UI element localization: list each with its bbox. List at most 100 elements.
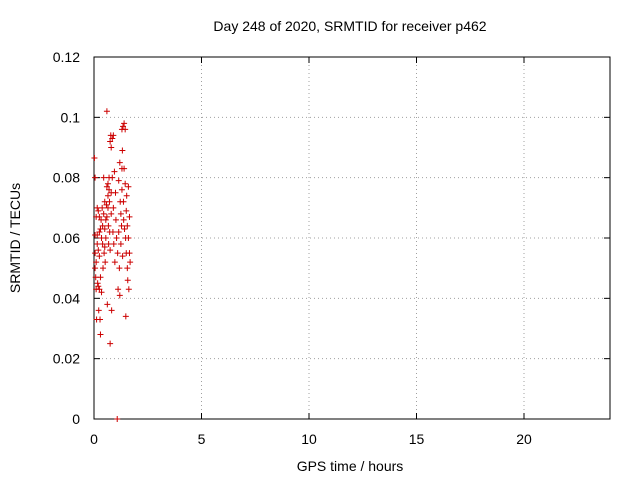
y-axis-label: SRMTID / TECUs	[7, 183, 23, 293]
data-point	[92, 250, 99, 257]
data-point	[124, 265, 131, 272]
data-point	[92, 265, 99, 272]
y-tick-label: 0.1	[61, 109, 81, 125]
data-point	[103, 183, 110, 190]
data-point	[115, 177, 122, 184]
data-point	[121, 120, 128, 127]
data-point	[124, 222, 131, 229]
y-tick-label: 0.08	[53, 170, 80, 186]
data-point	[109, 174, 116, 181]
data-point	[115, 286, 122, 293]
data-point	[96, 213, 103, 220]
data-point	[125, 286, 132, 293]
y-tick-label: 0.06	[53, 230, 80, 246]
data-point	[122, 180, 129, 187]
data-point	[109, 228, 116, 235]
data-point	[101, 250, 108, 257]
data-point	[108, 144, 115, 151]
data-point	[103, 213, 110, 220]
data-point	[121, 165, 128, 172]
data-point	[105, 241, 112, 248]
data-point	[95, 307, 102, 314]
data-point	[104, 192, 111, 199]
data-point	[120, 216, 127, 223]
grid	[94, 57, 610, 419]
data-point	[121, 225, 128, 232]
data-point	[117, 210, 124, 217]
data-point	[112, 216, 119, 223]
data-point	[104, 180, 111, 187]
data-point	[99, 241, 106, 248]
data-point	[101, 244, 108, 251]
data-point	[93, 259, 100, 266]
data-point	[95, 207, 102, 214]
data-point	[92, 174, 99, 181]
data-point	[116, 292, 123, 299]
data-point	[104, 204, 111, 211]
y-tick-label: 0.12	[53, 49, 80, 65]
data-point	[118, 186, 125, 193]
data-point	[97, 316, 104, 323]
data-point	[107, 340, 114, 347]
data-point	[96, 286, 103, 293]
data-point	[96, 228, 103, 235]
data-point	[115, 228, 122, 235]
x-tick-label: 0	[90, 431, 98, 447]
data-point	[100, 210, 107, 217]
data-point	[106, 186, 113, 193]
data-point	[108, 210, 115, 217]
data-point	[102, 259, 109, 266]
data-point	[91, 155, 98, 162]
data-point	[96, 253, 103, 260]
data-point	[107, 247, 114, 254]
y-tick-label: 0.04	[53, 290, 80, 306]
data-point	[118, 222, 125, 229]
y-tick-label: 0.02	[53, 351, 80, 367]
data-point	[100, 174, 107, 181]
data-point	[100, 265, 107, 272]
scatter-series	[91, 108, 134, 422]
data-point	[95, 247, 102, 254]
data-point	[127, 259, 134, 266]
plot-frame	[93, 56, 611, 420]
data-point	[123, 207, 130, 214]
data-point	[112, 189, 119, 196]
chart-title: Day 248 of 2020, SRMTID for receiver p46…	[213, 18, 486, 34]
data-point	[111, 168, 118, 175]
data-point	[102, 216, 109, 223]
data-point	[120, 123, 127, 130]
data-point	[99, 204, 106, 211]
data-point	[116, 159, 123, 166]
data-point	[119, 147, 126, 154]
data-point	[110, 132, 117, 139]
data-point	[94, 241, 101, 248]
data-point	[97, 331, 104, 338]
x-axis: 0 5 10 15 20	[90, 57, 532, 447]
x-tick-label: 20	[516, 431, 532, 447]
data-point	[95, 283, 102, 290]
data-point	[103, 108, 110, 115]
data-point	[126, 213, 133, 220]
data-point	[111, 259, 118, 266]
data-point	[104, 301, 111, 308]
data-point	[94, 280, 101, 287]
data-point	[109, 135, 116, 142]
data-point	[97, 274, 104, 281]
data-point	[125, 183, 132, 190]
x-tick-label: 5	[198, 431, 206, 447]
data-point	[105, 222, 112, 229]
data-point	[110, 241, 117, 248]
data-point	[120, 198, 127, 205]
data-point	[116, 265, 123, 272]
data-point	[124, 277, 131, 284]
data-point	[123, 192, 130, 199]
data-point	[110, 204, 117, 211]
y-tick-label: 0	[72, 411, 80, 427]
data-point	[122, 313, 129, 320]
data-point	[113, 235, 120, 241]
x-axis-label: GPS time / hours	[297, 458, 404, 474]
data-point	[114, 416, 121, 422]
data-point	[117, 241, 124, 248]
y-axis: 0 0.02 0.04 0.06 0.08 0.1 0.12	[53, 49, 610, 427]
